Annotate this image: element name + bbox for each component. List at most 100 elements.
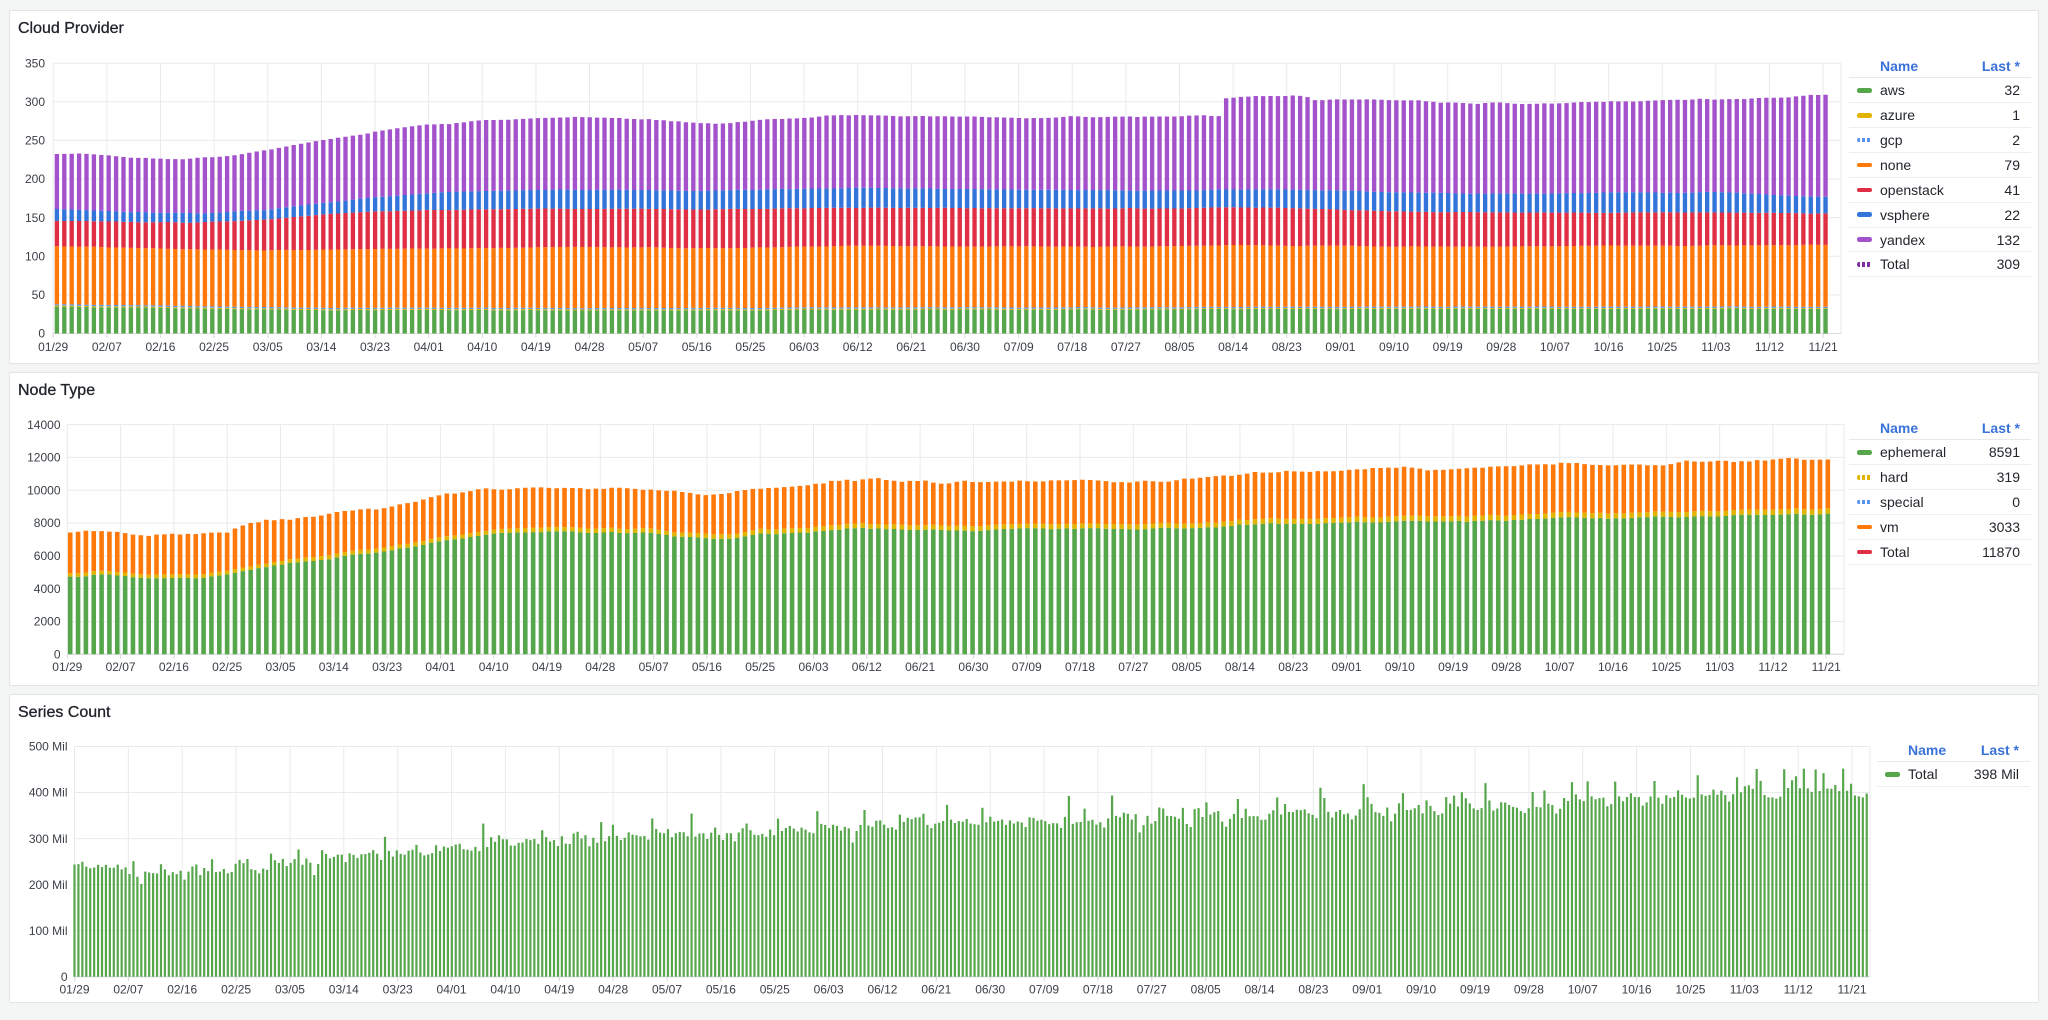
svg-text:07/09: 07/09 [1029, 982, 1059, 996]
svg-text:10/16: 10/16 [1622, 982, 1652, 996]
svg-text:04/01: 04/01 [425, 660, 455, 674]
svg-text:05/07: 05/07 [652, 982, 682, 996]
svg-text:04/19: 04/19 [544, 982, 574, 996]
svg-text:10/16: 10/16 [1598, 660, 1628, 674]
svg-text:02/25: 02/25 [221, 982, 251, 996]
svg-text:06/30: 06/30 [958, 660, 988, 674]
svg-text:06/21: 06/21 [921, 982, 951, 996]
svg-text:09/10: 09/10 [1379, 340, 1409, 354]
svg-text:04/28: 04/28 [585, 660, 615, 674]
svg-text:09/10: 09/10 [1385, 660, 1415, 674]
svg-text:08/23: 08/23 [1298, 982, 1328, 996]
svg-text:08/05: 08/05 [1172, 660, 1202, 674]
svg-text:10/25: 10/25 [1651, 660, 1681, 674]
svg-text:05/07: 05/07 [639, 660, 669, 674]
svg-text:08/14: 08/14 [1225, 660, 1255, 674]
svg-text:2000: 2000 [34, 615, 61, 629]
svg-text:05/16: 05/16 [706, 982, 736, 996]
svg-text:10/07: 10/07 [1545, 660, 1575, 674]
svg-text:09/28: 09/28 [1486, 340, 1516, 354]
svg-text:300 Mil: 300 Mil [29, 832, 68, 846]
svg-text:03/14: 03/14 [319, 660, 349, 674]
svg-text:09/01: 09/01 [1332, 660, 1362, 674]
svg-text:11/12: 11/12 [1784, 982, 1813, 996]
svg-text:04/10: 04/10 [490, 982, 520, 996]
svg-text:03/05: 03/05 [265, 660, 295, 674]
svg-text:04/01: 04/01 [414, 340, 444, 354]
svg-text:09/19: 09/19 [1438, 660, 1468, 674]
svg-text:07/18: 07/18 [1057, 340, 1087, 354]
svg-text:10/07: 10/07 [1540, 340, 1570, 354]
svg-text:06/12: 06/12 [867, 982, 897, 996]
svg-text:03/05: 03/05 [275, 982, 305, 996]
svg-text:02/07: 02/07 [106, 660, 136, 674]
svg-text:08/05: 08/05 [1191, 982, 1221, 996]
svg-text:02/16: 02/16 [145, 340, 175, 354]
svg-text:200 Mil: 200 Mil [29, 878, 68, 892]
svg-text:04/10: 04/10 [479, 660, 509, 674]
svg-text:02/16: 02/16 [159, 660, 189, 674]
svg-text:06/21: 06/21 [905, 660, 935, 674]
svg-text:04/19: 04/19 [521, 340, 551, 354]
svg-text:04/28: 04/28 [575, 340, 605, 354]
svg-text:11/12: 11/12 [1755, 340, 1784, 354]
svg-text:8000: 8000 [34, 516, 61, 530]
svg-text:05/25: 05/25 [760, 982, 790, 996]
svg-text:04/19: 04/19 [532, 660, 562, 674]
svg-text:11/12: 11/12 [1758, 660, 1787, 674]
svg-text:09/10: 09/10 [1406, 982, 1436, 996]
svg-text:09/28: 09/28 [1514, 982, 1544, 996]
svg-text:01/29: 01/29 [59, 982, 89, 996]
svg-text:03/23: 03/23 [372, 660, 402, 674]
svg-text:06/03: 06/03 [789, 340, 819, 354]
svg-text:05/16: 05/16 [692, 660, 722, 674]
svg-text:09/28: 09/28 [1491, 660, 1521, 674]
svg-text:4000: 4000 [34, 582, 61, 596]
svg-text:02/07: 02/07 [113, 982, 143, 996]
svg-text:02/16: 02/16 [167, 982, 197, 996]
svg-text:6000: 6000 [34, 549, 61, 563]
svg-text:10/25: 10/25 [1675, 982, 1705, 996]
svg-text:06/12: 06/12 [843, 340, 873, 354]
svg-text:500 Mil: 500 Mil [29, 740, 68, 754]
svg-text:02/25: 02/25 [212, 660, 242, 674]
svg-text:10/25: 10/25 [1647, 340, 1677, 354]
svg-text:05/25: 05/25 [745, 660, 775, 674]
svg-text:11/21: 11/21 [1812, 660, 1841, 674]
svg-text:08/23: 08/23 [1278, 660, 1308, 674]
svg-text:04/01: 04/01 [437, 982, 467, 996]
svg-text:08/05: 08/05 [1164, 340, 1194, 354]
svg-text:150: 150 [25, 211, 45, 225]
svg-text:01/29: 01/29 [38, 340, 68, 354]
svg-text:11/21: 11/21 [1809, 340, 1838, 354]
svg-text:05/25: 05/25 [735, 340, 765, 354]
svg-text:11/03: 11/03 [1705, 660, 1734, 674]
svg-text:03/05: 03/05 [253, 340, 283, 354]
svg-text:06/12: 06/12 [852, 660, 882, 674]
svg-text:07/18: 07/18 [1083, 982, 1113, 996]
svg-text:02/25: 02/25 [199, 340, 229, 354]
svg-text:08/23: 08/23 [1272, 340, 1302, 354]
svg-text:08/14: 08/14 [1218, 340, 1248, 354]
svg-text:09/19: 09/19 [1433, 340, 1463, 354]
svg-text:09/01: 09/01 [1325, 340, 1355, 354]
svg-text:06/30: 06/30 [975, 982, 1005, 996]
svg-text:07/27: 07/27 [1118, 660, 1148, 674]
svg-text:250: 250 [25, 134, 45, 148]
svg-text:05/16: 05/16 [682, 340, 712, 354]
svg-text:0: 0 [61, 970, 68, 984]
svg-text:10000: 10000 [27, 483, 61, 497]
svg-text:06/03: 06/03 [798, 660, 828, 674]
svg-text:300: 300 [25, 95, 45, 109]
svg-text:03/14: 03/14 [306, 340, 336, 354]
svg-text:06/30: 06/30 [950, 340, 980, 354]
svg-text:10/16: 10/16 [1594, 340, 1624, 354]
svg-text:07/18: 07/18 [1065, 660, 1095, 674]
svg-text:04/28: 04/28 [598, 982, 628, 996]
svg-text:100 Mil: 100 Mil [29, 924, 68, 938]
svg-text:08/14: 08/14 [1245, 982, 1275, 996]
svg-text:03/14: 03/14 [329, 982, 359, 996]
svg-text:06/03: 06/03 [814, 982, 844, 996]
svg-text:07/09: 07/09 [1004, 340, 1034, 354]
svg-text:03/23: 03/23 [360, 340, 390, 354]
